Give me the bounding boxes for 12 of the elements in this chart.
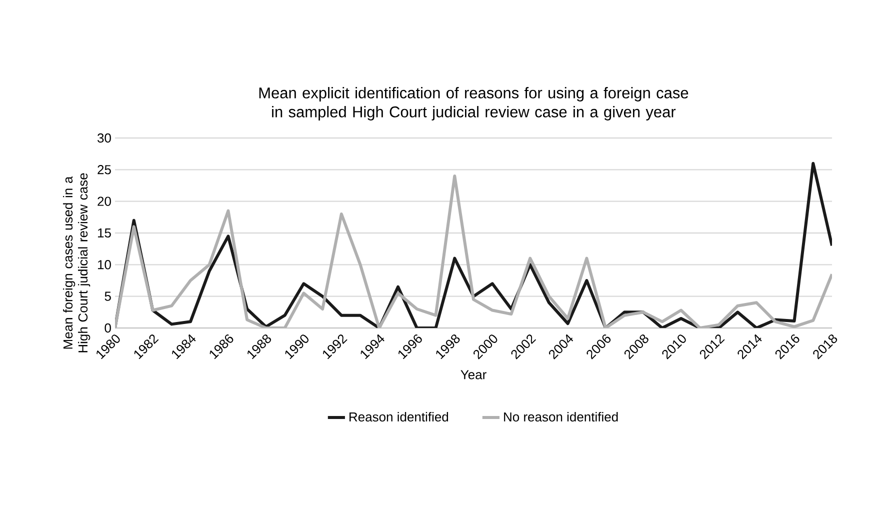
y-tick-label: 15 — [98, 228, 111, 238]
chart-title: Mean explicit identification of reasons for using a foreign case in sampled High Court judicial review case in a given year — [259, 87, 688, 120]
y-tick-label: 30 — [98, 133, 111, 143]
y-tick-label: 5 — [104, 292, 111, 301]
legend-label: No reason identified — [504, 412, 618, 422]
y-axis-title: Mean foreign cases used in a High Court judicial review case — [63, 173, 90, 352]
y-tick-label: 10 — [98, 260, 111, 270]
y-tick-label: 25 — [98, 165, 111, 174]
x-axis-title: Year — [460, 370, 486, 380]
legend-label: Reason identified — [350, 412, 448, 422]
y-tick-label: 20 — [98, 196, 111, 206]
y-tick-label: 0 — [104, 323, 111, 333]
